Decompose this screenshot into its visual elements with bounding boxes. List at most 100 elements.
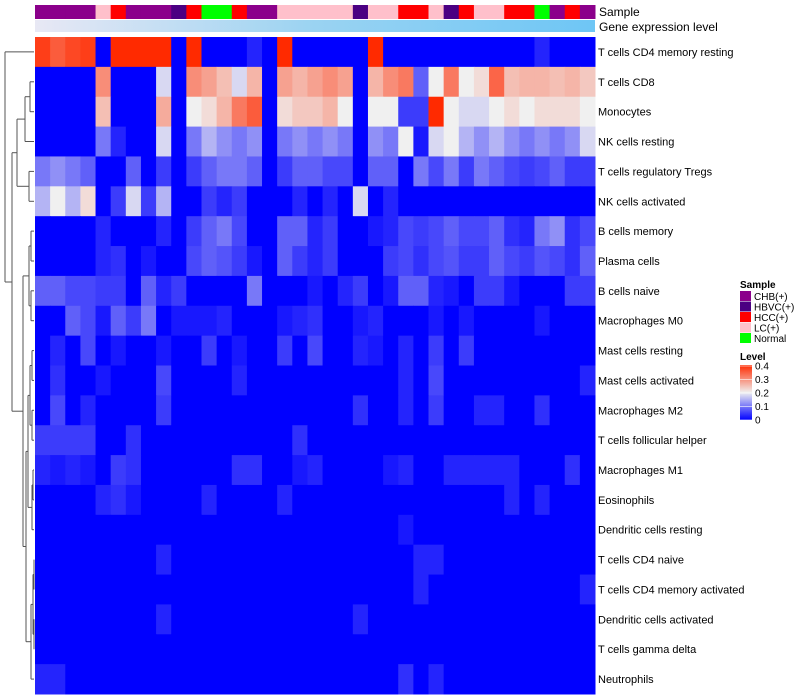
heatmap-cell <box>519 455 535 486</box>
heatmap-cell <box>125 37 142 68</box>
heatmap-cell <box>201 305 218 337</box>
heatmap-cell <box>549 305 566 337</box>
heatmap-cell <box>458 37 475 68</box>
heatmap-cell <box>95 634 112 665</box>
heatmap-cell <box>201 604 218 635</box>
heatmap-cell <box>156 634 172 665</box>
heatmap-cell <box>80 425 97 456</box>
heatmap-cell <box>534 395 551 426</box>
heatmap-cell <box>307 484 324 516</box>
heatmap-cell <box>156 425 172 456</box>
heatmap-cell <box>140 604 157 635</box>
sample-annotation-cell <box>35 5 51 19</box>
heatmap-cell <box>322 96 339 128</box>
heatmap-cell <box>534 425 551 456</box>
row-label: Mast cells resting <box>598 346 683 358</box>
sample-annotation-cell <box>337 5 354 19</box>
heatmap-cell <box>564 395 581 426</box>
heatmap-cell <box>110 66 127 98</box>
sample-annotation-cell <box>292 5 308 19</box>
heatmap-cell <box>277 66 293 98</box>
row-label: Dendritic cells activated <box>598 614 714 626</box>
heatmap-cell <box>262 246 278 277</box>
sample-annotation-cell <box>262 5 278 19</box>
heatmap-cell <box>277 604 293 635</box>
heatmap-cell <box>504 604 520 635</box>
heatmap-cell <box>156 156 172 187</box>
sample-legend-label: HBVC(+) <box>754 303 794 314</box>
heatmap-cell <box>337 96 354 128</box>
heatmap-cell <box>458 514 475 546</box>
heatmap-cell <box>186 574 202 605</box>
heatmap-cell <box>473 66 490 98</box>
heatmap-cell <box>95 96 112 128</box>
heatmap-cell <box>110 365 127 396</box>
heatmap-cell <box>80 96 97 128</box>
row-label: Macrophages M1 <box>598 465 683 477</box>
heatmap-cell <box>458 126 475 157</box>
heatmap-cell <box>231 186 248 217</box>
heatmap-cell <box>80 484 97 516</box>
heatmap-cell <box>337 275 354 307</box>
heatmap-cell <box>201 544 218 576</box>
heatmap-cell <box>50 37 66 68</box>
heatmap-cell <box>35 156 51 187</box>
heatmap-cell <box>443 66 460 98</box>
heatmap-cell <box>398 514 414 546</box>
heatmap-cell <box>337 425 354 456</box>
heatmap-cell <box>277 455 293 486</box>
heatmap-cell <box>428 574 445 605</box>
heatmap-cell <box>383 664 399 695</box>
sample-annotation-cell <box>307 5 324 19</box>
heatmap-cell <box>458 455 475 486</box>
heatmap-cell <box>489 246 505 277</box>
heatmap-cell <box>549 365 566 396</box>
heatmap-cell <box>95 246 112 277</box>
heatmap-cell <box>65 37 81 68</box>
heatmap-cell <box>50 96 66 128</box>
heatmap-cells <box>35 37 596 695</box>
heatmap-cell <box>216 216 233 247</box>
sample-annotation-cell <box>231 5 248 19</box>
heatmap-cell <box>428 96 445 128</box>
sample-legend-swatch <box>740 312 751 322</box>
heatmap-cell <box>292 216 308 247</box>
heatmap-cell <box>413 455 430 486</box>
heatmap-cell <box>171 66 187 98</box>
heatmap-cell <box>383 425 399 456</box>
heatmap-cell <box>262 604 278 635</box>
heatmap-cell <box>322 395 339 426</box>
heatmap-cell <box>428 66 445 98</box>
row-label: Monocytes <box>598 107 652 119</box>
heatmap-cell <box>322 425 339 456</box>
sample-annotation-cell <box>201 5 218 19</box>
heatmap-cell <box>65 246 81 277</box>
heatmap-cell <box>489 604 505 635</box>
heatmap-cell <box>352 275 369 307</box>
heatmap-cell <box>50 216 66 247</box>
heatmap-cell <box>277 186 293 217</box>
heatmap-cell <box>534 335 551 366</box>
heatmap-cell <box>549 216 566 247</box>
heatmap-cell <box>231 514 248 546</box>
heatmap-cell <box>231 425 248 456</box>
heatmap-cell <box>186 604 202 635</box>
heatmap-cell <box>579 335 596 366</box>
heatmap-cell <box>473 484 490 516</box>
heatmap-cell <box>201 66 218 98</box>
heatmap-cell <box>95 37 112 68</box>
heatmap-cell <box>95 574 112 605</box>
heatmap-cell <box>110 126 127 157</box>
heatmap-cell <box>337 246 354 277</box>
heatmap-cell <box>337 604 354 635</box>
sample-annotation-cell <box>443 5 460 19</box>
heatmap-cell <box>489 425 505 456</box>
heatmap-cell <box>216 425 233 456</box>
heatmap-cell <box>519 216 535 247</box>
heatmap-cell <box>216 634 233 665</box>
heatmap-cell <box>352 514 369 546</box>
heatmap-cell <box>262 66 278 98</box>
heatmap-cell <box>534 514 551 546</box>
heatmap-cell <box>504 66 520 98</box>
heatmap-cell <box>398 634 414 665</box>
